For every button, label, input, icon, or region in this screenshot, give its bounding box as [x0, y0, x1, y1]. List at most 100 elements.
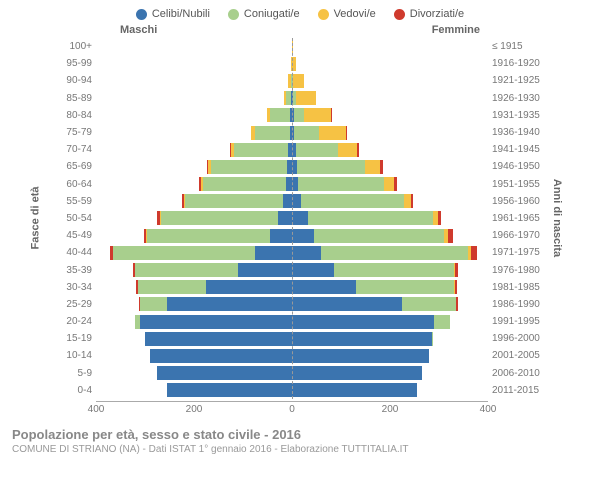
x-tick-label: 400 — [480, 404, 497, 415]
bar-segment — [296, 91, 316, 105]
male-bar — [96, 315, 292, 329]
legend-label: Vedovi/e — [334, 8, 376, 20]
birth-year-label: 1966-1970 — [488, 230, 540, 241]
bar-segment — [338, 143, 358, 157]
pyramid-row: 100+≤ 1915 — [60, 38, 540, 55]
bar-segment — [167, 297, 292, 311]
birth-year-label: 1961-1965 — [488, 213, 540, 224]
bar-segment — [455, 280, 457, 294]
y-axis-label-right: Anni di nascita — [551, 179, 563, 257]
male-bar — [96, 263, 292, 277]
bar-segment — [321, 246, 468, 260]
chart-area: Fasce di età Anni di nascita 100+≤ 19159… — [0, 38, 600, 399]
bar-segment — [455, 263, 458, 277]
pyramid-row: 60-641951-1955 — [60, 176, 540, 193]
age-label: 5-9 — [60, 368, 96, 379]
birth-year-label: 1981-1985 — [488, 282, 540, 293]
bar-segment — [380, 160, 383, 174]
bar-segment — [255, 246, 292, 260]
footer-subtitle: COMUNE DI STRIANO (NA) - Dati ISTAT 1° g… — [12, 444, 588, 455]
bar-segment — [234, 143, 288, 157]
female-bar — [292, 332, 488, 346]
female-bar — [292, 383, 488, 397]
bar-segment — [292, 280, 356, 294]
bar-segment — [346, 126, 347, 140]
pyramid-row: 5-92006-2010 — [60, 365, 540, 382]
pyramid-row: 30-341981-1985 — [60, 279, 540, 296]
bar-segment — [384, 177, 395, 191]
bar-segment — [471, 246, 477, 260]
footer-title: Popolazione per età, sesso e stato civil… — [12, 427, 588, 442]
female-bar — [292, 57, 488, 71]
birth-year-label: 1921-1925 — [488, 75, 540, 86]
pyramid-row: 20-241991-1995 — [60, 313, 540, 330]
age-label: 95-99 — [60, 58, 96, 69]
male-bar — [96, 126, 292, 140]
birth-year-label: 1991-1995 — [488, 316, 540, 327]
bar-segment — [304, 108, 331, 122]
legend-label: Coniugati/e — [244, 8, 300, 20]
female-bar — [292, 194, 488, 208]
female-bar — [292, 229, 488, 243]
pyramid-row: 25-291986-1990 — [60, 296, 540, 313]
legend-label: Divorziati/e — [410, 8, 464, 20]
female-bar — [292, 366, 488, 380]
x-tick-label: 200 — [382, 404, 399, 415]
bar-segment — [278, 211, 292, 225]
female-bar — [292, 280, 488, 294]
bar-segment — [292, 297, 402, 311]
birth-year-label: 1971-1975 — [488, 247, 540, 258]
bar-segment — [292, 332, 432, 346]
birth-year-label: 1951-1955 — [488, 179, 540, 190]
bar-segment — [456, 297, 457, 311]
male-bar — [96, 280, 292, 294]
female-bar — [292, 297, 488, 311]
bar-segment — [140, 315, 292, 329]
legend-swatch — [394, 9, 405, 20]
birth-year-label: 1976-1980 — [488, 265, 540, 276]
female-bar — [292, 143, 488, 157]
pyramid-row: 15-191996-2000 — [60, 330, 540, 347]
legend-swatch — [136, 9, 147, 20]
bar-segment — [294, 108, 304, 122]
column-headers: Maschi Femmine — [0, 24, 600, 36]
age-label: 45-49 — [60, 230, 96, 241]
bar-segment — [308, 211, 433, 225]
bar-segment — [314, 229, 444, 243]
bar-segment — [145, 332, 292, 346]
male-bar — [96, 297, 292, 311]
age-label: 100+ — [60, 41, 96, 52]
bar-segment — [292, 211, 308, 225]
bar-segment — [292, 263, 334, 277]
bar-segment — [394, 177, 396, 191]
bar-segment — [357, 143, 359, 157]
bar-segment — [365, 160, 380, 174]
legend-item: Celibi/Nubili — [136, 8, 210, 20]
age-label: 75-79 — [60, 127, 96, 138]
female-bar — [292, 91, 488, 105]
bar-segment — [404, 194, 411, 208]
pyramid-row: 90-941921-1925 — [60, 72, 540, 89]
age-label: 25-29 — [60, 299, 96, 310]
birth-year-label: 1931-1935 — [488, 110, 540, 121]
bar-segment — [298, 177, 384, 191]
pyramid-row: 80-84 1931-1935 — [60, 107, 540, 124]
female-bar — [292, 315, 488, 329]
bar-segment — [203, 177, 286, 191]
bar-segment — [411, 194, 413, 208]
male-bar — [96, 108, 292, 122]
bar-segment — [356, 280, 454, 294]
age-label: 80-84 — [60, 110, 96, 121]
bar-segment — [157, 366, 292, 380]
bar-segment — [292, 246, 321, 260]
bar-segment — [138, 280, 207, 294]
legend-swatch — [228, 9, 239, 20]
male-bar — [96, 332, 292, 346]
male-bar — [96, 211, 292, 225]
x-tick-label: 0 — [289, 404, 295, 415]
bar-segment — [301, 194, 404, 208]
female-bar — [292, 160, 488, 174]
pyramid-row: 40-441971-1975 — [60, 244, 540, 261]
birth-year-label: 2011-2015 — [488, 385, 540, 396]
bar-segment — [150, 349, 292, 363]
